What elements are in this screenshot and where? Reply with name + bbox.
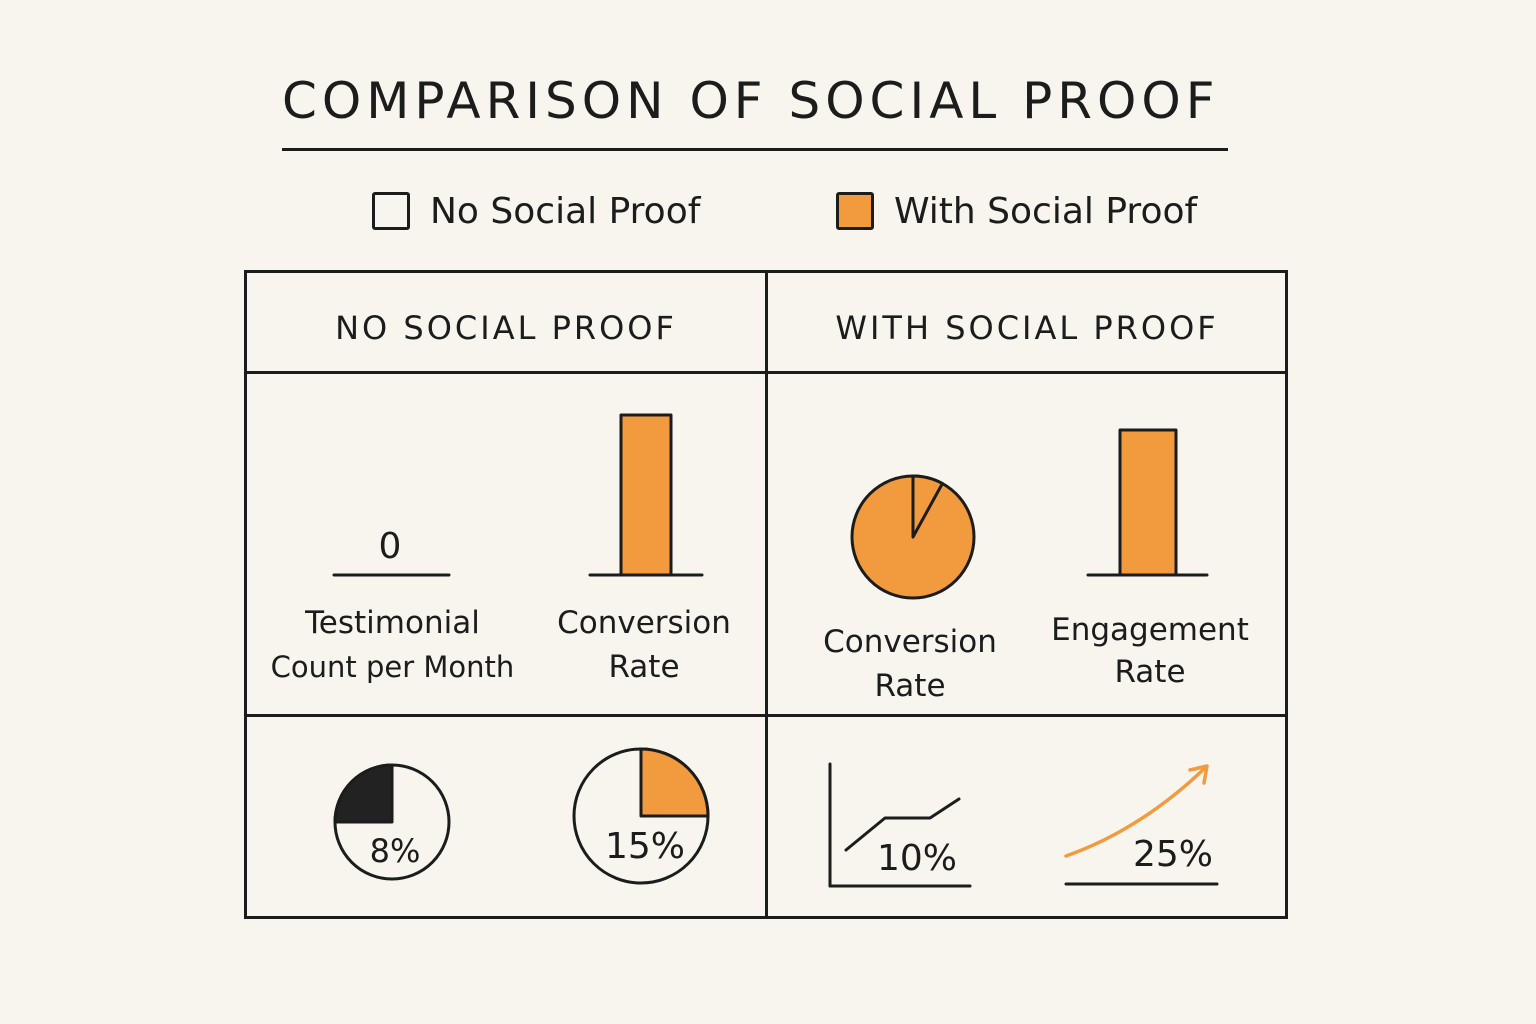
legend-swatch-empty	[372, 192, 410, 230]
legend-label: With Social Proof	[894, 190, 1198, 232]
testimonial-count-label-line2: Count per Month	[270, 650, 515, 684]
engagement-rate-label-line2: Rate	[1114, 654, 1186, 690]
conversion-rate-label-line1: Conversion	[557, 605, 731, 641]
line-chart-series	[844, 797, 961, 852]
column-heading-no-social-proof: No Social Proof	[335, 309, 677, 347]
line-25-value: 25%	[1132, 834, 1213, 875]
with-conversion-rate-label-line1: Conversion	[823, 624, 997, 660]
testimonial-count-value: 0	[378, 526, 402, 567]
line-10-value: 10%	[876, 838, 957, 879]
trend-arrow-head	[1188, 764, 1209, 785]
grid-divider-header	[244, 371, 1288, 374]
with-conversion-rate-label-line2: Rate	[874, 668, 946, 704]
with-conversion-pie-slice	[911, 474, 944, 539]
grid-divider-middle	[244, 714, 1288, 717]
testimonial-count-label-line1: Testimonial	[305, 605, 480, 641]
pie-15-value: 15%	[604, 826, 685, 867]
pie-8-value: 8%	[369, 832, 421, 870]
conversion-rate-bar	[619, 413, 673, 577]
engagement-rate-label-line1: Engagement	[1051, 612, 1249, 648]
pie-8-slice	[333, 763, 394, 824]
title-underline	[282, 148, 1228, 151]
trend-arrow-line	[1064, 766, 1207, 858]
legend-label: No Social Proof	[430, 190, 701, 232]
legend-swatch-orange	[836, 192, 874, 230]
column-heading-with-social-proof: With Social Proof	[835, 309, 1219, 347]
legend-no-social-proof: No Social Proof	[372, 188, 700, 234]
conversion-rate-label-line2: Rate	[608, 649, 680, 685]
legend-with-social-proof: With Social Proof	[836, 188, 1197, 234]
chart-title: Comparison of Social Proof	[282, 72, 1220, 130]
engagement-rate-bar	[1118, 428, 1178, 577]
grid-divider-vertical	[765, 270, 768, 919]
pie-15-slice	[639, 747, 710, 818]
